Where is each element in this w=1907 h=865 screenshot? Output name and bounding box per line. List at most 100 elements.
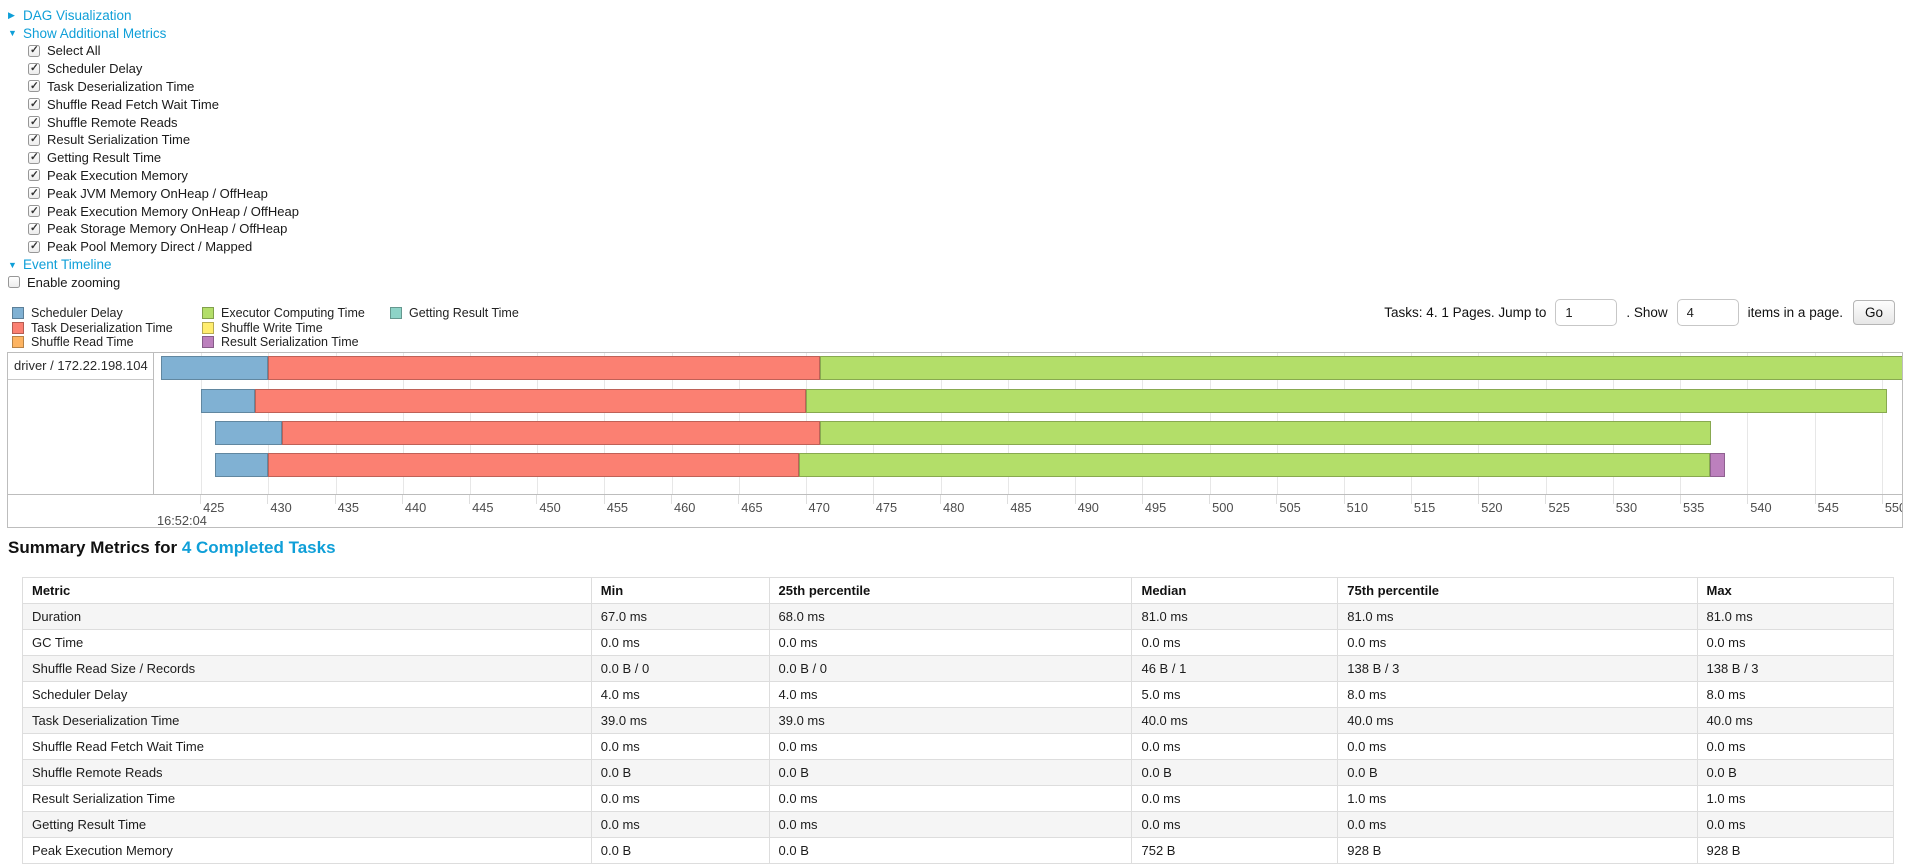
metric-option-peak-execution-memory: Peak Execution Memory (28, 167, 299, 185)
metric-name-cell: Shuffle Read Size / Records (22, 655, 592, 682)
metric-option-label: Shuffle Read Fetch Wait Time (47, 96, 219, 112)
metric-value-cell: 0.0 ms (1696, 733, 1894, 760)
metric-option-shuffle-remote-reads: Shuffle Remote Reads (28, 113, 299, 131)
items-per-page-input[interactable] (1676, 298, 1739, 326)
task-bar-segment-result-serialization[interactable] (1709, 453, 1725, 477)
checkbox-peak-execution-memory[interactable] (28, 169, 40, 182)
axis-tick-mark (469, 495, 471, 504)
legend-column: Scheduler Delay Task Deserialization Time… (12, 306, 173, 350)
metric-name-cell: GC Time (22, 629, 592, 656)
scheduler-delay-swatch-icon (12, 307, 24, 320)
task-bar-segment-executor-computing[interactable] (819, 421, 1712, 445)
checkbox-getting-result-time[interactable] (28, 151, 40, 164)
task-bar-segment-task-deserialization[interactable] (268, 453, 800, 477)
metric-value-cell: 8.0 ms (1337, 681, 1698, 708)
metric-option-select-all: Select All (28, 42, 299, 60)
column-header-min: Min (590, 577, 770, 604)
metric-value-cell: 0.0 ms (1696, 811, 1894, 838)
expanded-arrow-icon: ▼ (8, 28, 17, 38)
legend-label: Scheduler Delay (31, 306, 123, 321)
metric-value-cell: 39.0 ms (590, 707, 770, 734)
axis-tick-mark (1007, 495, 1009, 504)
checkbox-result-serialization-time[interactable] (28, 133, 40, 146)
checkbox-task-deserialization-time[interactable] (28, 80, 40, 93)
axis-tick-label: 495 (1144, 500, 1167, 515)
metric-value-cell: 4.0 ms (768, 681, 1133, 708)
show-text: . Show (1626, 304, 1668, 320)
column-header-metric: Metric (22, 577, 592, 604)
checkbox-peak-storage-memory-onheap-offheap[interactable] (28, 222, 40, 235)
metric-name-cell: Shuffle Read Fetch Wait Time (22, 733, 592, 760)
checkbox-shuffle-remote-reads[interactable] (28, 116, 40, 129)
metric-value-cell: 0.0 ms (1337, 629, 1698, 656)
metric-value-cell: 5.0 ms (1131, 681, 1339, 708)
metric-option-result-serialization-time: Result Serialization Time (28, 131, 299, 149)
task-bar-segment-executor-computing[interactable] (799, 453, 1710, 477)
task-bar-segment-task-deserialization[interactable] (268, 356, 820, 380)
task-bar-segment-executor-computing[interactable] (819, 356, 1902, 380)
axis-tick-mark (1276, 495, 1278, 504)
axis-tick-label: 430 (270, 500, 292, 515)
metric-value-cell: 4.0 ms (590, 681, 770, 708)
metric-name-cell: Getting Result Time (22, 811, 592, 838)
dag-visualization-toggle[interactable]: ▶ DAG Visualization (8, 6, 299, 24)
legend-item-shuffle-read-time: Shuffle Read Time (12, 335, 173, 350)
getting-result-time-swatch-icon (390, 307, 402, 320)
metric-value-cell: 0.0 ms (1131, 811, 1339, 838)
event-timeline-chart: driver / 172.22.198.104 16:52:04 425 430 4… (7, 352, 1903, 528)
checkbox-select-all[interactable] (28, 44, 40, 57)
metric-value-cell: 928 B (1696, 837, 1894, 864)
metric-value-cell: 0.0 ms (1337, 811, 1698, 838)
legend-column: Executor Computing Time Shuffle Write Tim… (202, 306, 365, 350)
axis-tick-mark (1612, 495, 1614, 504)
axis-tick-mark (805, 495, 807, 504)
legend-item-executor-computing-time: Executor Computing Time (202, 306, 365, 321)
task-bar-segment-scheduler-delay[interactable] (201, 389, 255, 413)
timeline-plot-area (153, 353, 1902, 494)
enable-zooming-row: Enable zooming (8, 274, 299, 292)
collapsed-arrow-icon: ▶ (8, 9, 15, 20)
summary-title-prefix: Summary Metrics for (8, 538, 182, 557)
task-bar-segment-scheduler-delay[interactable] (214, 453, 269, 477)
show-additional-metrics-toggle[interactable]: ▼ Show Additional Metrics (8, 24, 299, 42)
task-bar-segment-executor-computing[interactable] (806, 389, 1888, 413)
axis-tick-label: 535 (1683, 500, 1705, 515)
table-header-row: Metric Min 25th percentile Median 75th perce… (22, 577, 1894, 604)
tasks-count-text: Tasks: 4. 1 Pages. Jump to (1384, 304, 1547, 320)
completed-tasks-link[interactable]: 4 Completed Tasks (181, 538, 336, 557)
metric-value-cell: 0.0 ms (1696, 629, 1894, 656)
event-timeline-toggle[interactable]: ▼ Event Timeline (8, 256, 299, 274)
metric-option-label: Scheduler Delay (47, 61, 143, 77)
table-row-shuffle-read-fetch-wait-time: Shuffle Read Fetch Wait Time 0.0 ms 0.0 ms… (22, 733, 1894, 760)
gridline (1814, 353, 1816, 494)
checkbox-peak-jvm-memory-onheap-offheap[interactable] (28, 187, 40, 200)
jump-to-page-input[interactable] (1555, 298, 1618, 326)
go-button[interactable]: Go (1852, 299, 1895, 325)
task-bar-segment-task-deserialization[interactable] (254, 389, 807, 413)
checkbox-peak-execution-memory-onheap-offheap[interactable] (28, 205, 40, 218)
legend-label: Shuffle Read Time (31, 335, 134, 350)
axis-tick-label: 485 (1010, 500, 1032, 515)
metric-value-cell: 0.0 ms (1131, 629, 1339, 656)
axis-tick-label: 530 (1615, 500, 1638, 515)
task-bar-segment-scheduler-delay[interactable] (160, 356, 269, 380)
metric-value-cell: 138 B / 3 (1696, 655, 1894, 682)
enable-zooming-checkbox[interactable] (8, 276, 20, 289)
legend-label: Getting Result Time (409, 306, 519, 321)
metric-value-cell: 46 B / 1 (1131, 655, 1339, 682)
legend-item-shuffle-write-time: Shuffle Write Time (202, 321, 365, 336)
checkbox-scheduler-delay[interactable] (28, 62, 40, 75)
task-bar-segment-task-deserialization[interactable] (281, 421, 820, 445)
axis-tick-label: 545 (1817, 500, 1839, 515)
column-header-max: Max (1696, 577, 1894, 604)
legend-item-result-serialization-time: Result Serialization Time (202, 335, 365, 350)
axis-tick-mark (267, 495, 269, 504)
checkbox-shuffle-read-fetch-wait-time[interactable] (28, 98, 40, 111)
metric-option-peak-pool-memory-direct-mapped: Peak Pool Memory Direct / Mapped (28, 238, 299, 256)
task-bar-segment-scheduler-delay[interactable] (214, 421, 282, 445)
column-header-median: Median (1131, 577, 1339, 604)
metric-value-cell: 0.0 ms (590, 811, 770, 838)
checkbox-peak-pool-memory-direct-mapped[interactable] (28, 240, 40, 253)
axis-tick-label: 425 (203, 500, 225, 515)
